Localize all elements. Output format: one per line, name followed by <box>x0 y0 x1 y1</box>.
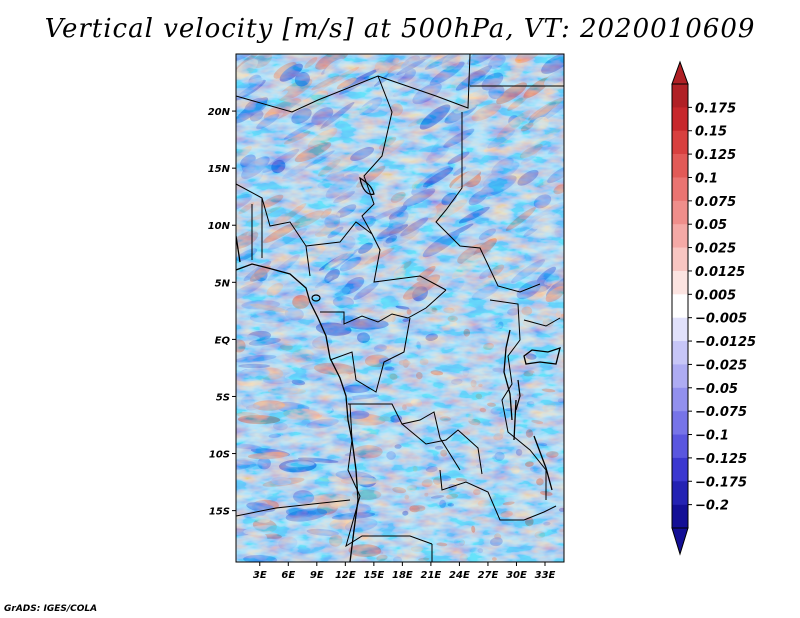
x-tick-label: 6E <box>281 570 295 581</box>
grads-credit: GrADS: IGES/COLA <box>4 604 98 614</box>
colorbar-extend-bottom <box>671 527 689 556</box>
colorbar-label: −0.005 <box>695 312 747 327</box>
colorbar-label: −0.1 <box>695 429 729 444</box>
colorbar-segment <box>672 364 688 389</box>
x-tick-label: 30E <box>506 570 527 581</box>
colorbar-label: 0.05 <box>695 218 727 233</box>
colorbar-label: 0.005 <box>695 288 736 303</box>
colorbar-segment <box>672 177 688 202</box>
x-tick-label: 21E <box>421 570 442 581</box>
x-tick-label: 24E <box>449 570 470 581</box>
colorbar-label: −0.025 <box>695 358 747 373</box>
colorbar-segment <box>672 247 688 272</box>
colorbar-segment <box>672 504 688 529</box>
colorbar-label: −0.2 <box>695 499 729 514</box>
colorbar-segment <box>672 200 688 225</box>
colorbar-label: −0.05 <box>695 382 738 397</box>
y-tick-label: 5S <box>216 392 230 403</box>
x-tick-label: 3E <box>253 570 267 581</box>
colorbar-label: −0.075 <box>695 405 747 420</box>
colorbar-segment <box>672 341 688 365</box>
colorbar-segment <box>672 481 688 505</box>
colorbar-label: −0.0125 <box>695 335 756 350</box>
colorbar-frame <box>671 83 689 529</box>
x-tick-label: 18E <box>392 570 413 581</box>
y-tick-label: 15S <box>209 507 230 518</box>
y-tick-label: 10S <box>209 450 230 461</box>
colorbar-segment <box>672 84 688 108</box>
country-borders <box>236 54 564 562</box>
colorbar-label: 0.175 <box>695 101 736 116</box>
colorbar-segment <box>672 457 688 482</box>
x-tick-label: 9E <box>310 570 324 581</box>
colorbar-label: 0.125 <box>695 148 736 163</box>
colorbar-segment <box>672 154 688 178</box>
colorbar-label: 0.025 <box>695 242 736 257</box>
colorbar-label: 0.0125 <box>695 265 745 280</box>
colorbar-segment <box>672 224 688 248</box>
x-tick-label: 33E <box>535 570 556 581</box>
colorbar-segment <box>672 294 688 318</box>
velocity-noise-texture <box>236 54 564 562</box>
x-tick-label: 15E <box>363 570 384 581</box>
y-tick-label: EQ <box>215 335 231 346</box>
lake-outlines <box>311 176 521 411</box>
colorbar-label: 0.15 <box>695 125 727 140</box>
colorbar-label: −0.175 <box>695 475 747 490</box>
y-tick-label: 15N <box>208 164 231 175</box>
coastlines <box>236 235 561 562</box>
x-axis: 3E 6E 9E 12E 15E 18E 21E 24E 27E 30E 33E <box>253 562 556 581</box>
map-panel <box>236 54 564 562</box>
colorbar-extend-top <box>671 60 689 85</box>
x-tick-label: 12E <box>335 570 356 581</box>
y-tick-label: 5N <box>215 278 231 289</box>
y-axis: 20N 15N 10N 5N EQ 5S 10S 15S <box>208 107 236 518</box>
colorbar-segment <box>672 130 688 155</box>
map-frame <box>235 53 565 563</box>
colorbar-segment <box>672 387 688 412</box>
colorbar-label: 0.1 <box>695 171 718 186</box>
colorbar-segment <box>672 411 688 435</box>
colorbar-segment <box>672 270 688 295</box>
x-tick-label: 27E <box>478 570 499 581</box>
colorbar-segment <box>672 317 688 342</box>
colorbar-label: −0.125 <box>695 452 747 467</box>
plot-title: Vertical velocity [m/s] at 500hPa, VT: 2… <box>44 14 756 44</box>
y-tick-label: 10N <box>208 221 231 232</box>
y-tick-label: 20N <box>208 107 231 118</box>
colorbar-segment <box>672 107 688 132</box>
colorbar-label: 0.075 <box>695 195 736 210</box>
colorbar-segment <box>672 434 688 459</box>
colorbar: 0.175 0.15 0.125 0.1 0.075 0.05 0.025 0.0125 0.0… <box>671 60 756 556</box>
